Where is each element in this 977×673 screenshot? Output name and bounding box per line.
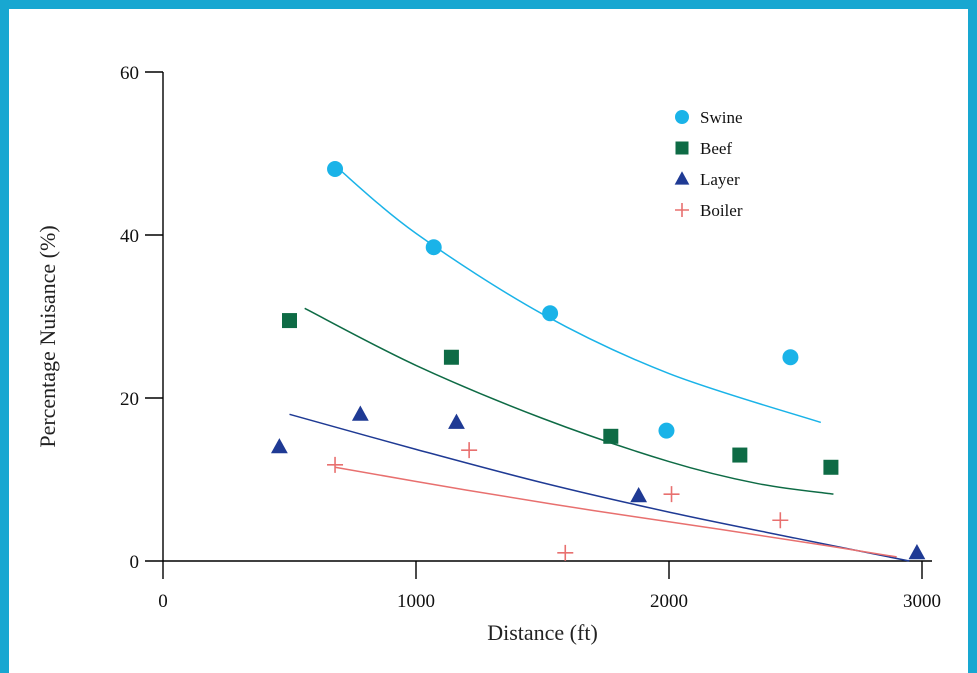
layer-point bbox=[270, 438, 288, 454]
beef-point bbox=[603, 428, 619, 444]
swine-point bbox=[425, 239, 442, 256]
layer-point bbox=[351, 405, 369, 421]
boiler-point bbox=[772, 512, 789, 529]
x-tick-label: 0 bbox=[158, 591, 168, 612]
swine-point bbox=[782, 349, 799, 366]
legend-swine-marker bbox=[675, 110, 689, 124]
beef-point bbox=[282, 313, 297, 329]
legend-boiler-marker bbox=[675, 203, 689, 217]
legend-layer-label: Layer bbox=[700, 170, 740, 189]
beef-point bbox=[443, 349, 459, 365]
boiler-point bbox=[461, 442, 478, 459]
y-tick-label: 0 bbox=[130, 552, 140, 573]
beef-trend-line bbox=[304, 307, 834, 495]
layer-point bbox=[448, 413, 465, 429]
beef-point bbox=[823, 459, 839, 475]
layer-point bbox=[908, 544, 926, 560]
x-tick-label: 2000 bbox=[650, 591, 688, 612]
y-tick-label: 20 bbox=[120, 389, 139, 410]
layer-trend-line bbox=[289, 413, 910, 562]
swine-trend-line bbox=[334, 165, 822, 424]
swine-point bbox=[327, 160, 344, 177]
swine-point bbox=[542, 305, 559, 322]
y-tick-label: 40 bbox=[120, 226, 139, 247]
x-tick-label: 1000 bbox=[397, 591, 435, 612]
axes: 0 20 40 60 0 1000 2000 3000 bbox=[120, 63, 941, 612]
beef-point bbox=[732, 447, 748, 463]
legend-beef-label: Beef bbox=[700, 139, 732, 158]
boiler-point bbox=[327, 456, 344, 473]
boiler-trend-line bbox=[334, 466, 897, 558]
swine-point bbox=[658, 422, 675, 439]
legend-beef-marker bbox=[675, 141, 689, 155]
legend: Swine Beef Layer Boiler bbox=[674, 108, 743, 220]
x-tick-label: 3000 bbox=[903, 591, 941, 612]
legend-boiler-label: Boiler bbox=[700, 201, 743, 220]
y-tick-label: 60 bbox=[120, 63, 139, 84]
boiler-point bbox=[557, 544, 574, 561]
x-axis-title: Distance (ft) bbox=[487, 620, 598, 645]
boiler-point bbox=[663, 486, 680, 503]
legend-swine-label: Swine bbox=[700, 108, 743, 127]
y-axis-title: Percentage Nuisance (%) bbox=[35, 225, 60, 447]
trend-lines bbox=[289, 165, 910, 562]
legend-layer-marker bbox=[674, 171, 690, 185]
data-points bbox=[270, 160, 926, 561]
layer-point bbox=[630, 487, 648, 503]
